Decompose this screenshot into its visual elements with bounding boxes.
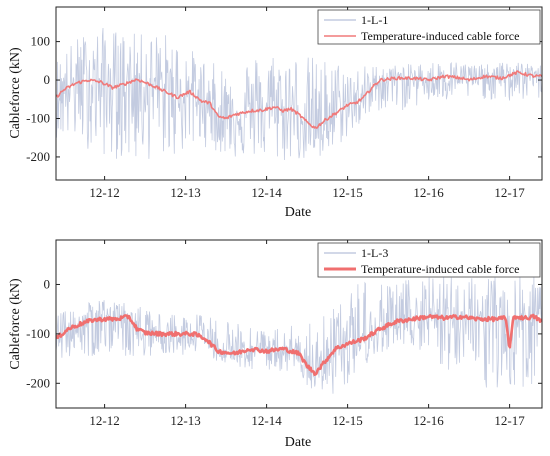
x-tick-label: 12-13 [170, 185, 200, 200]
series-line-raw [56, 27, 542, 161]
top-legend-label-temp: Temperature-induced cable force [361, 29, 519, 43]
x-tick-label: 12-12 [89, 185, 119, 200]
top-y-axis-label: Cableforce (kN) [8, 47, 23, 139]
bottom-legend-box [317, 242, 541, 278]
series-line-temperature [56, 313, 542, 376]
x-tick-label: 12-13 [170, 413, 200, 428]
bottom-y-ticks: -200 -100 0 [26, 276, 542, 390]
x-tick-label: 12-15 [332, 413, 362, 428]
top-plot-data [56, 27, 542, 161]
y-tick-label: 0 [44, 276, 51, 291]
x-tick-label: 12-15 [332, 185, 362, 200]
y-tick-label: -200 [26, 149, 50, 164]
bottom-x-ticks: 12-12 12-13 12-14 12-15 12-16 12-17 [89, 240, 525, 428]
top-x-axis-label: Date [285, 205, 311, 220]
y-tick-label: -200 [26, 375, 50, 390]
x-tick-label: 12-16 [413, 413, 444, 428]
series-line-raw [56, 273, 542, 394]
x-tick-label: 12-14 [251, 413, 282, 428]
top-plot-frame [55, 6, 543, 181]
y-tick-label: 100 [31, 34, 51, 49]
x-tick-label: 12-14 [251, 185, 282, 200]
y-tick-label: 0 [44, 72, 51, 87]
bottom-y-axis-label: Cableforce (kN) [8, 278, 23, 370]
y-tick-label: -100 [26, 326, 50, 341]
bottom-chart-panel: -200 -100 0 12-12 12-13 12-14 12-15 12-16 12-17… [8, 239, 543, 450]
x-tick-label: 12-12 [89, 413, 119, 428]
bottom-legend-label-raw: 1-L-3 [361, 246, 388, 260]
top-legend-box [317, 9, 541, 45]
bottom-plot-frame [55, 239, 543, 409]
bottom-legend: 1-L-3 Temperature-induced cable force [317, 242, 541, 278]
top-x-ticks: 12-12 12-13 12-14 12-15 12-16 12-17 [89, 7, 525, 200]
top-y-ticks: -200 -100 0 100 [26, 34, 542, 164]
bottom-plot-data [56, 273, 542, 394]
series-line-temperature [56, 70, 542, 129]
x-tick-label: 12-17 [494, 413, 525, 428]
x-tick-label: 12-16 [413, 185, 444, 200]
top-legend-label-raw: 1-L-1 [361, 13, 388, 27]
bottom-legend-label-temp: Temperature-induced cable force [361, 262, 519, 276]
top-legend: 1-L-1 Temperature-induced cable force [317, 9, 541, 45]
y-tick-label: -100 [26, 110, 50, 125]
x-tick-label: 12-17 [494, 185, 525, 200]
bottom-x-axis-label: Date [285, 435, 311, 450]
